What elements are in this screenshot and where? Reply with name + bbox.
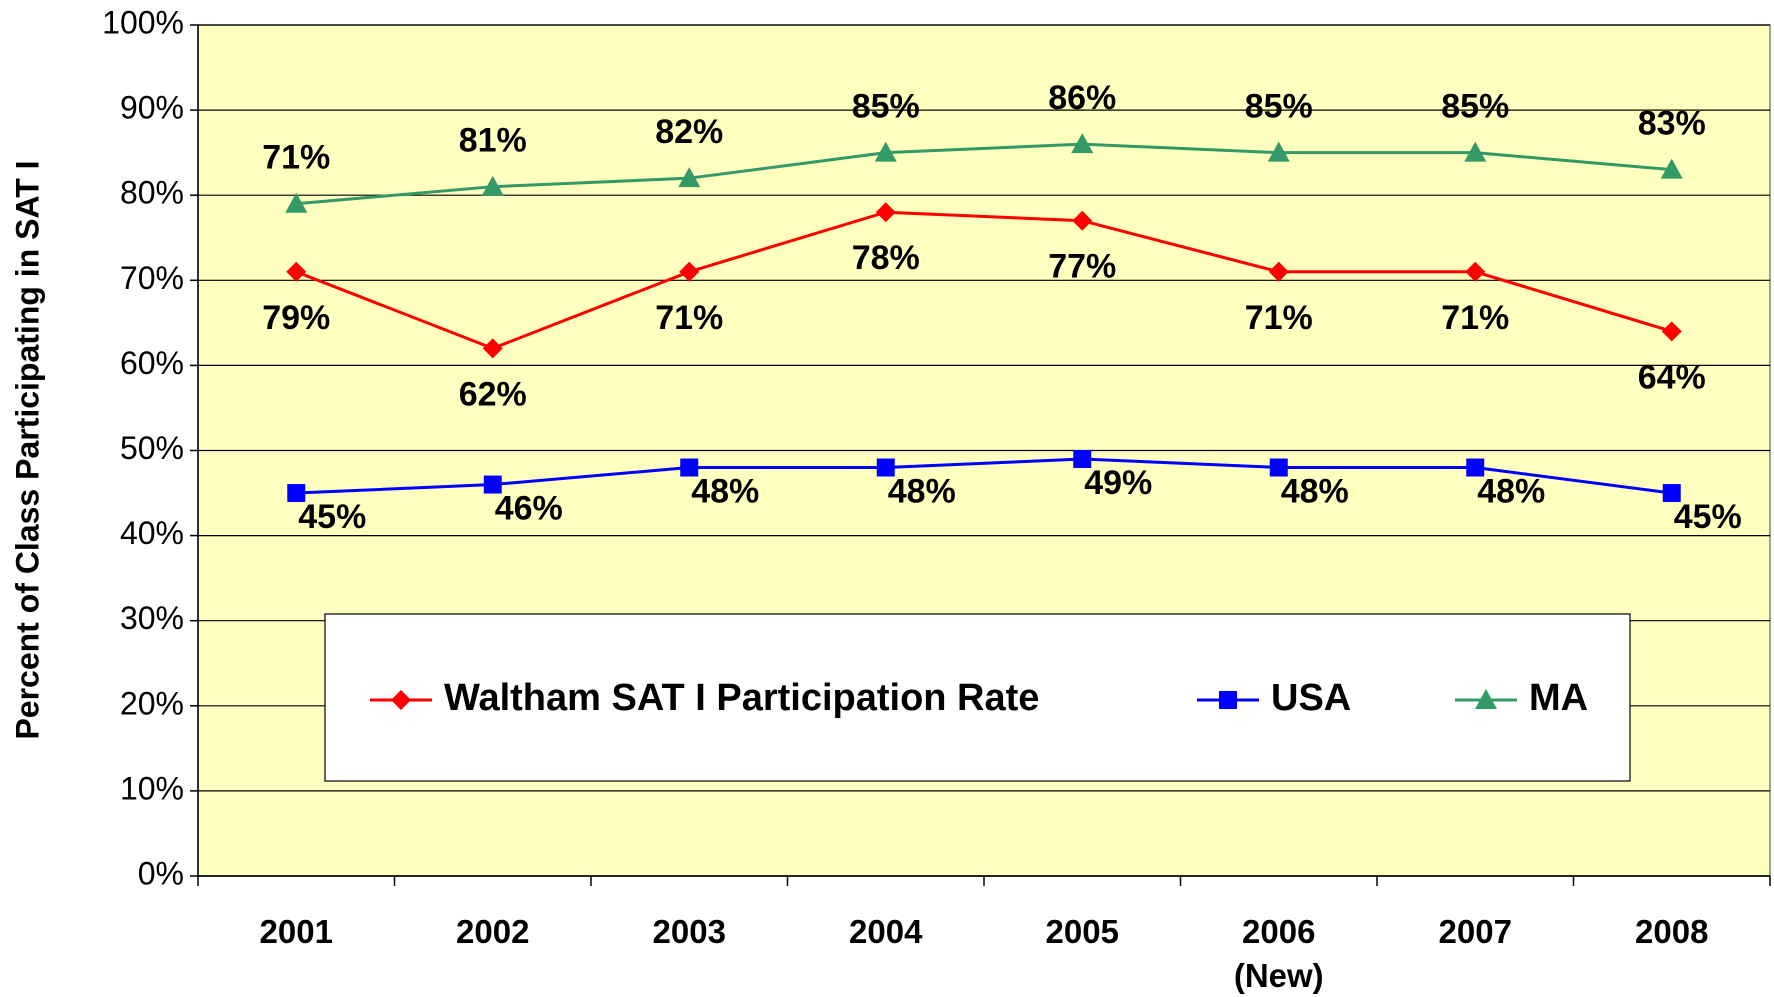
data-label: 48% — [1477, 473, 1545, 511]
marker — [1660, 158, 1683, 179]
marker — [1465, 261, 1486, 282]
series — [285, 133, 1683, 213]
marker — [1267, 141, 1290, 162]
marker — [874, 141, 897, 162]
marker — [287, 484, 306, 503]
marker — [1073, 450, 1092, 469]
y-tick-label: 80% — [120, 175, 184, 211]
data-label: 85% — [1245, 88, 1313, 126]
data-label: 71% — [1441, 299, 1509, 337]
series — [287, 450, 1681, 503]
x-tick-label: 2008 — [1635, 913, 1709, 950]
marker — [1661, 321, 1682, 342]
marker — [483, 475, 502, 494]
data-label: 77% — [1048, 248, 1116, 286]
legend: Waltham SAT I Participation Rate USA MA — [324, 613, 1631, 782]
legend-label: Waltham SAT I Participation Rate — [444, 677, 1039, 719]
marker — [680, 458, 699, 477]
data-label: 83% — [1638, 105, 1706, 143]
data-label: 48% — [888, 473, 956, 511]
marker — [1268, 261, 1289, 282]
data-label: 48% — [1281, 473, 1349, 511]
legend-box — [324, 613, 1631, 782]
x-tick-label: 2007 — [1438, 913, 1512, 950]
marker — [285, 192, 308, 213]
marker — [875, 202, 896, 223]
marker — [678, 167, 701, 188]
y-tick-label: 30% — [120, 600, 184, 636]
marker — [1662, 484, 1681, 503]
marker — [1219, 691, 1237, 709]
data-label: 64% — [1638, 358, 1706, 396]
marker — [1475, 689, 1497, 709]
data-label: 48% — [691, 473, 759, 511]
data-label: 86% — [1048, 79, 1116, 117]
data-label: 71% — [1245, 299, 1313, 337]
x-tick-label: 2002 — [456, 913, 530, 950]
legend-label: MA — [1529, 677, 1588, 719]
y-tick-label: 0% — [138, 855, 184, 891]
y-tick-label: 50% — [120, 430, 184, 466]
data-label: 71% — [655, 299, 723, 337]
data-label: 81% — [459, 122, 527, 160]
legend-label: USA — [1271, 677, 1351, 719]
y-tick-label: 40% — [120, 515, 184, 551]
marker — [391, 690, 411, 710]
y-tick-label: 60% — [120, 345, 184, 381]
y-tick-label: 10% — [120, 770, 184, 806]
marker — [1466, 458, 1485, 477]
marker — [876, 458, 895, 477]
x-tick-label: 2003 — [652, 913, 726, 950]
data-label: 82% — [655, 113, 723, 151]
marker — [1071, 133, 1094, 154]
line — [296, 457, 1672, 495]
data-label: 45% — [1674, 498, 1742, 536]
marker — [1464, 141, 1487, 162]
marker — [679, 261, 700, 282]
data-label: 79% — [262, 299, 330, 337]
data-label: 49% — [1084, 464, 1152, 502]
marker — [482, 338, 503, 359]
data-label: 78% — [852, 239, 920, 277]
data-label: 85% — [852, 88, 920, 126]
marker — [481, 175, 504, 196]
marker — [1072, 210, 1093, 231]
marker — [1269, 458, 1288, 477]
data-label: 45% — [298, 498, 366, 536]
data-label: 46% — [495, 490, 563, 528]
y-tick-label: 90% — [120, 90, 184, 126]
data-label: 85% — [1441, 88, 1509, 126]
series — [286, 202, 1682, 359]
data-label: 71% — [262, 139, 330, 177]
y-tick-label: 70% — [120, 260, 184, 296]
y-tick-label: 100% — [102, 4, 184, 40]
x-tick-label: 2005 — [1045, 913, 1119, 950]
x-tick-label: 2006 (New) — [1233, 913, 1324, 994]
line — [295, 210, 1673, 350]
x-tick-label: 2004 — [849, 913, 923, 950]
x-tick-label: 2001 — [259, 913, 333, 950]
y-tick-label: 20% — [120, 685, 184, 721]
marker — [286, 261, 307, 282]
y-axis-title: Percent of Class Participating in SAT I — [9, 160, 45, 739]
line — [296, 142, 1672, 206]
data-label: 62% — [459, 375, 527, 413]
